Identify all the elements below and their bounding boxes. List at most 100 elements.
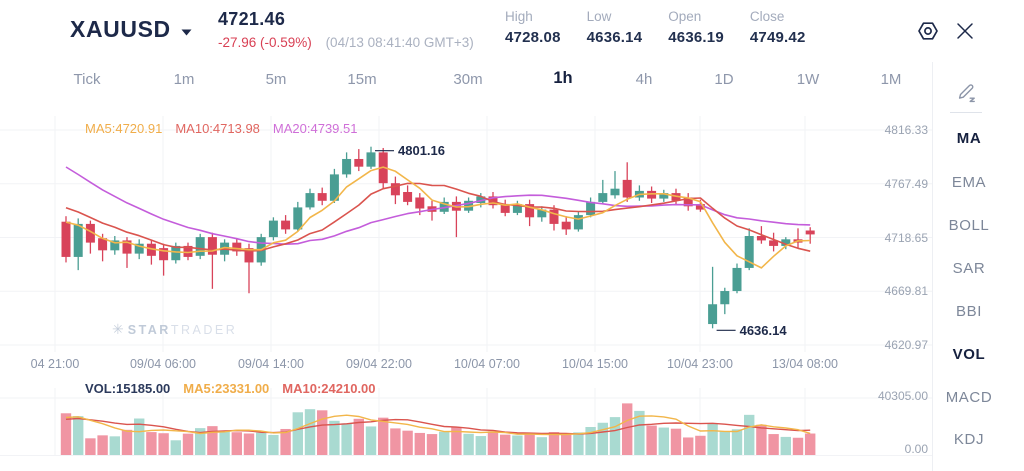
volume-bar xyxy=(609,417,621,455)
vol-label: MA5:23331.00 xyxy=(183,381,270,396)
volume-bar xyxy=(207,426,218,455)
candlestick-chart[interactable]: 4801.16 4636.14 xyxy=(0,110,1024,352)
candle-body xyxy=(561,221,571,230)
sidebar-item-boll[interactable]: BOLL xyxy=(948,217,990,234)
volume-bar xyxy=(561,434,572,455)
sidebar-item-sar[interactable]: SAR xyxy=(952,260,986,277)
volume-bar xyxy=(121,429,133,455)
candle-body xyxy=(85,223,95,243)
sidebar-divider xyxy=(932,62,933,471)
sidebar-item-divider xyxy=(950,112,982,113)
volume-indicator-labels: VOL:15185.00 MA5:23331.00 MA10:24210.00 xyxy=(85,381,376,396)
candle-body xyxy=(98,238,108,251)
tab-tick[interactable]: Tick xyxy=(73,71,101,88)
tab-30m[interactable]: 30m xyxy=(453,71,483,88)
volume-bar xyxy=(329,420,340,455)
volume-bar xyxy=(487,431,499,455)
sidebar-item-macd[interactable]: MACD xyxy=(945,389,993,406)
close-icon[interactable] xyxy=(954,20,976,42)
high-annotation-text: 4801.16 xyxy=(398,143,445,158)
price-tick: 4816.33 xyxy=(884,123,928,137)
volume-bar xyxy=(463,433,474,455)
candle-body xyxy=(525,204,535,218)
settings-icon[interactable] xyxy=(917,20,939,42)
candle-body xyxy=(573,215,583,230)
sidebar-item-ma[interactable]: MA xyxy=(956,130,982,147)
candle-body xyxy=(366,152,376,167)
candle-body xyxy=(598,193,608,202)
candle-body xyxy=(342,158,352,175)
candle-body xyxy=(695,204,705,210)
tab-1m[interactable]: 1m xyxy=(173,71,195,88)
volume-bar xyxy=(744,414,755,455)
tab-5m[interactable]: 5m xyxy=(265,71,287,88)
candle-body xyxy=(732,267,742,292)
stat-label: Open xyxy=(668,9,702,24)
volume-bar xyxy=(402,430,413,455)
tab-4h[interactable]: 4h xyxy=(635,71,653,88)
tab-1h[interactable]: 1h xyxy=(553,69,573,87)
sidebar-item-vol[interactable]: VOL xyxy=(952,346,986,363)
candle-body xyxy=(720,291,730,305)
volume-bar xyxy=(231,432,242,455)
volume-bar xyxy=(658,427,669,455)
volume-bar xyxy=(378,417,389,455)
tab-1w[interactable]: 1W xyxy=(796,71,820,88)
volume-bar xyxy=(268,434,279,455)
candle-body xyxy=(464,200,474,211)
candle-body xyxy=(647,190,657,199)
candle-body xyxy=(207,237,217,255)
volume-chart[interactable] xyxy=(0,388,1024,458)
ohlc-stat: High 4728.08 xyxy=(505,9,561,46)
candle-body xyxy=(512,204,522,213)
volume-bar xyxy=(195,428,206,455)
chevron-down-icon xyxy=(181,23,192,41)
sidebar-item-kdj[interactable]: KDJ xyxy=(953,431,985,448)
volume-bar xyxy=(292,412,303,455)
time-tick: 10/04 07:00 xyxy=(453,357,521,371)
volume-bar xyxy=(97,435,108,455)
volume-bar xyxy=(500,434,511,455)
volume-bar xyxy=(353,418,364,455)
volume-bar xyxy=(451,427,462,455)
volume-bar xyxy=(585,426,596,455)
grid-lines xyxy=(0,116,932,352)
candle-body xyxy=(183,245,193,257)
candle-body xyxy=(622,179,632,198)
volume-bar xyxy=(219,430,230,455)
volume-bar xyxy=(158,433,169,455)
volume-bars xyxy=(60,403,816,455)
candle-body xyxy=(244,248,254,263)
pencil-icon[interactable] xyxy=(955,80,979,104)
tab-1d[interactable]: 1D xyxy=(714,71,734,88)
volume-bar xyxy=(756,424,767,455)
price-block: 4721.46 -27.96 (-0.59%) (04/13 08:41:40 … xyxy=(218,9,474,50)
sidebar-item-bbi[interactable]: BBI xyxy=(956,303,982,320)
candle-body xyxy=(329,174,339,201)
volume-bar xyxy=(60,413,72,455)
sidebar-item-ema[interactable]: EMA xyxy=(951,174,987,191)
volume-bar xyxy=(243,433,255,455)
candle-body xyxy=(610,188,620,196)
volume-bar xyxy=(365,426,377,455)
volume-bar xyxy=(780,436,791,455)
tab-15m[interactable]: 15m xyxy=(347,71,377,88)
candle-body xyxy=(232,242,242,252)
ma-label: MA20:4739.51 xyxy=(272,121,358,136)
ma-label: MA5:4720.91 xyxy=(85,121,163,136)
volume-tick: 40305.00 xyxy=(877,389,928,403)
candle-body xyxy=(683,197,693,207)
stat-label: Close xyxy=(749,9,785,24)
candle-body xyxy=(439,201,449,212)
ma-label: MA10:4713.98 xyxy=(175,121,260,136)
symbol-selector[interactable]: XAUUSD xyxy=(70,16,192,43)
candle-body xyxy=(281,220,291,230)
volume-bar xyxy=(426,434,438,455)
volume-bar xyxy=(341,423,352,455)
candle-body xyxy=(708,304,718,325)
ohlc-stat: Low 4636.14 xyxy=(587,9,643,46)
symbol-name: XAUUSD xyxy=(70,16,171,42)
tab-1m[interactable]: 1M xyxy=(880,71,902,88)
candle-body xyxy=(159,248,169,261)
